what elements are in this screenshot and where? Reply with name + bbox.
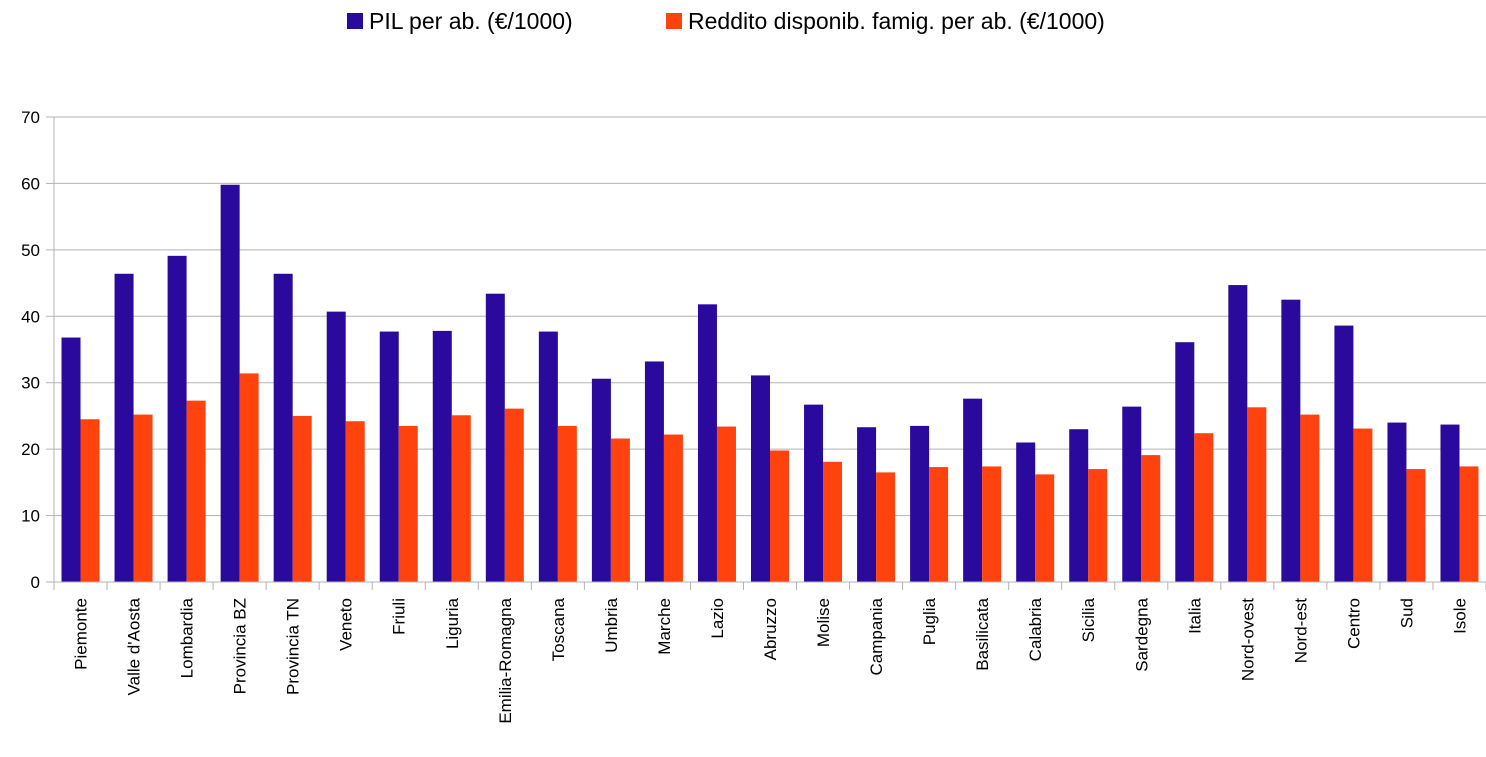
bar-series-2 xyxy=(929,467,949,582)
bar-series-1 xyxy=(804,404,824,582)
x-tick-label: Campania xyxy=(867,597,886,675)
y-tick-label: 40 xyxy=(21,307,40,326)
bar-series-1 xyxy=(963,398,983,582)
x-tick-label: Valle d'Aosta xyxy=(125,597,144,695)
x-tick-label: Calabria xyxy=(1026,597,1045,661)
x-tick-label: Basilicata xyxy=(973,597,992,670)
x-tick-label: Isole xyxy=(1450,598,1469,634)
bar-series-2 xyxy=(80,419,100,582)
bar-series-1 xyxy=(1387,422,1407,582)
x-tick-label: Emilia-Romagna xyxy=(496,597,515,723)
x-tick-label: Friuli xyxy=(390,598,409,635)
bars xyxy=(61,184,1479,583)
bar-series-2 xyxy=(982,466,1002,582)
bar-series-1 xyxy=(167,255,187,583)
bar-series-2 xyxy=(345,421,365,582)
x-tick-label: Provincia BZ xyxy=(231,598,250,694)
bar-series-2 xyxy=(1247,407,1267,582)
bar-series-2 xyxy=(770,450,789,582)
x-tick-label: Umbria xyxy=(602,597,621,652)
x-axis: Piemonte Valle d'Aosta Lombardia Provincia … xyxy=(53,582,1486,724)
bar-series-1 xyxy=(591,378,611,582)
bar-series-1 xyxy=(857,427,877,582)
bar-series-1 xyxy=(326,311,346,582)
bar-series-1 xyxy=(220,184,240,582)
bar-series-1 xyxy=(432,330,452,582)
bar-series-1 xyxy=(379,331,399,582)
bar-series-1 xyxy=(61,337,81,582)
bar-series-2 xyxy=(292,415,312,582)
bar-series-2 xyxy=(1406,469,1426,582)
x-tick-label: Centro xyxy=(1344,598,1363,649)
y-tick-label: 0 xyxy=(31,573,40,592)
bar-series-1 xyxy=(485,293,505,582)
y-tick-label: 50 xyxy=(21,241,40,260)
bar-series-1 xyxy=(1016,442,1036,582)
x-tick-label: Veneto xyxy=(337,598,356,651)
y-tick-label: 30 xyxy=(21,374,40,393)
bar-series-2 xyxy=(1141,455,1161,582)
bar-series-2 xyxy=(557,425,577,582)
bar-series-1 xyxy=(644,361,664,582)
y-axis: 0 10 20 30 40 50 60 70 xyxy=(21,108,54,592)
axes xyxy=(46,117,1486,590)
bar-series-2 xyxy=(876,472,896,582)
bar-series-1 xyxy=(910,425,930,582)
bar-series-2 xyxy=(823,461,843,582)
x-tick-label: Puglia xyxy=(920,597,939,645)
bar-series-1 xyxy=(1334,325,1354,582)
bar-series-1 xyxy=(1069,429,1089,582)
x-tick-label: Molise xyxy=(814,598,833,647)
x-tick-label: Marche xyxy=(655,598,674,655)
x-tick-label: Toscana xyxy=(549,597,568,661)
x-tick-label: Lombardia xyxy=(178,597,197,678)
bar-series-1 xyxy=(1281,299,1301,582)
bar-series-2 xyxy=(504,408,524,582)
bar-series-2 xyxy=(1300,414,1320,582)
bar-series-2 xyxy=(716,426,736,582)
bar-series-2 xyxy=(1088,469,1108,582)
x-tick-label: Sud xyxy=(1397,598,1416,628)
bar-series-2 xyxy=(133,414,153,582)
bar-series-2 xyxy=(186,400,206,582)
x-tick-label: Nord-ovest xyxy=(1238,598,1257,681)
x-tick-label: Lazio xyxy=(708,598,727,639)
bar-series-2 xyxy=(1459,466,1479,582)
bar-series-2 xyxy=(1194,433,1214,582)
legend-label-2: Reddito disponib. famig. per ab. (€/1000… xyxy=(688,8,1105,34)
bar-series-2 xyxy=(1353,428,1373,582)
bar-series-1 xyxy=(538,331,558,582)
legend-swatch-1 xyxy=(347,13,363,29)
x-tick-label: Piemonte xyxy=(72,598,91,670)
bar-series-1 xyxy=(1122,406,1142,582)
x-tick-label: Nord-est xyxy=(1291,598,1310,663)
bar-series-1 xyxy=(114,273,134,582)
bar-series-2 xyxy=(1035,474,1055,582)
x-tick-label: Sicilia xyxy=(1079,597,1098,642)
bar-series-1 xyxy=(1175,342,1195,582)
y-tick-label: 60 xyxy=(21,174,40,193)
legend-label-1: PIL per ab. (€/1000) xyxy=(369,8,573,34)
bar-series-2 xyxy=(610,438,630,582)
y-tick-label: 20 xyxy=(21,440,40,459)
bar-series-1 xyxy=(751,375,770,582)
bar-series-1 xyxy=(1440,424,1460,582)
x-tick-label: Italia xyxy=(1185,597,1204,633)
bar-series-1 xyxy=(697,304,717,582)
y-tick-label: 70 xyxy=(21,108,40,127)
bar-series-2 xyxy=(663,434,683,582)
bar-series-1 xyxy=(1228,285,1248,582)
bar-series-2 xyxy=(451,415,471,582)
x-tick-label: Provincia TN xyxy=(284,598,303,695)
bar-series-2 xyxy=(398,425,418,582)
bar-series-2 xyxy=(239,373,259,582)
legend-swatch-2 xyxy=(666,13,682,29)
y-tick-label: 10 xyxy=(21,507,40,526)
legend: PIL per ab. (€/1000) Reddito disponib. fa… xyxy=(347,8,1105,34)
x-tick-label: Abruzzo xyxy=(761,598,780,660)
x-tick-label: Sardegna xyxy=(1132,597,1151,671)
x-tick-label: Liguria xyxy=(443,597,462,649)
bar-series-1 xyxy=(273,273,293,582)
